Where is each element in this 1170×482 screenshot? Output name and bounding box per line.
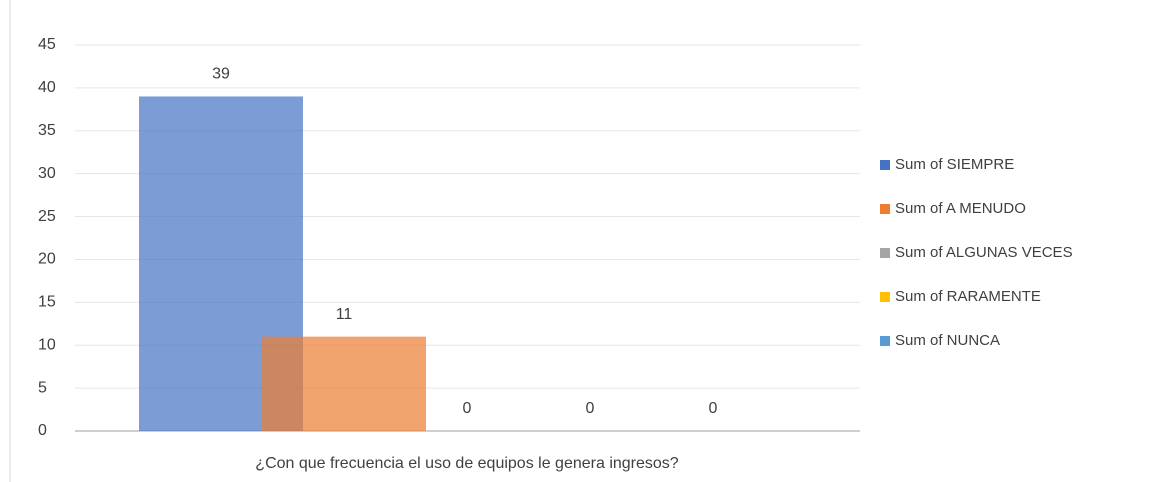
legend-label: Sum of ALGUNAS VECES xyxy=(895,244,1073,261)
y-tick-label: 45 xyxy=(38,36,56,53)
data-label: 0 xyxy=(709,400,718,417)
bar xyxy=(262,336,426,431)
y-tick-label: 40 xyxy=(38,79,56,96)
x-tick-label: ¿Con que frecuencia el uso de equipos le… xyxy=(255,455,678,472)
y-tick-label: 35 xyxy=(38,122,56,139)
data-label: 0 xyxy=(586,400,595,417)
y-tick-label: 0 xyxy=(38,422,47,439)
legend-swatch xyxy=(880,248,890,258)
legend: Sum of SIEMPRE Sum of A MENUDO Sum of ALGU… xyxy=(880,156,1073,349)
legend-swatch xyxy=(880,160,890,170)
y-tick-label: 5 xyxy=(38,379,47,396)
data-label: 0 xyxy=(463,400,472,417)
y-tick-label: 25 xyxy=(38,208,56,225)
legend-label: Sum of A MENUDO xyxy=(895,200,1026,217)
y-tick-label: 30 xyxy=(38,165,56,182)
legend-swatch xyxy=(880,204,890,214)
data-label: 39 xyxy=(212,66,230,83)
y-tick-label: 20 xyxy=(38,251,56,268)
legend-label: Sum of SIEMPRE xyxy=(895,156,1014,173)
legend-label: Sum of RARAMENTE xyxy=(895,288,1041,305)
y-tick-label: 10 xyxy=(38,336,56,353)
y-tick-label: 15 xyxy=(38,294,56,311)
legend-label: Sum of NUNCA xyxy=(895,332,1000,349)
legend-swatch xyxy=(880,336,890,346)
data-label: 11 xyxy=(336,306,353,323)
legend-swatch xyxy=(880,292,890,302)
